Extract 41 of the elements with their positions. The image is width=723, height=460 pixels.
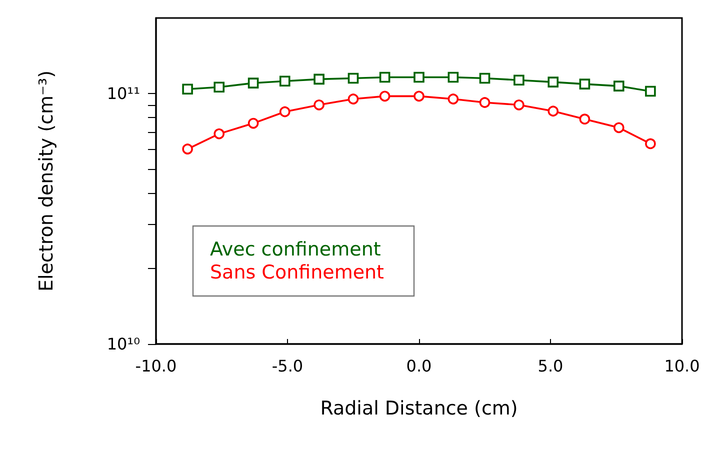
x-tick-label: 10.0 bbox=[664, 356, 700, 376]
x-tick-label: -5.0 bbox=[272, 356, 304, 376]
y-axis-title: Electron density (cm⁻³) bbox=[36, 70, 58, 292]
point bbox=[214, 82, 225, 92]
x-tick-label: 5.0 bbox=[538, 356, 564, 376]
point bbox=[248, 118, 259, 129]
point bbox=[182, 84, 193, 95]
point bbox=[279, 76, 290, 86]
text: Sans Confinement bbox=[210, 262, 384, 284]
point bbox=[448, 72, 459, 83]
x-tick-label: 0.0 bbox=[406, 356, 432, 376]
point bbox=[514, 74, 524, 86]
point bbox=[613, 122, 624, 134]
point bbox=[314, 74, 324, 85]
point bbox=[182, 144, 193, 154]
point bbox=[645, 86, 656, 97]
y-tick-label: 10¹¹ bbox=[106, 84, 140, 103]
point bbox=[479, 72, 490, 84]
point bbox=[579, 114, 590, 124]
point bbox=[314, 99, 324, 110]
point bbox=[548, 76, 559, 88]
point bbox=[548, 106, 559, 117]
y-tick-label: 10¹⁰ bbox=[106, 334, 140, 354]
point bbox=[448, 94, 459, 104]
point bbox=[514, 99, 524, 110]
x-axis-title: Radial Distance (cm) bbox=[320, 398, 518, 420]
point bbox=[348, 94, 359, 104]
point bbox=[379, 72, 390, 83]
point bbox=[414, 72, 424, 83]
x-tick-label: -10.0 bbox=[135, 356, 177, 376]
point bbox=[379, 90, 390, 102]
point bbox=[613, 80, 624, 92]
text: Avec confinement bbox=[210, 238, 381, 260]
point bbox=[645, 138, 656, 150]
point bbox=[279, 106, 290, 118]
point bbox=[414, 90, 424, 102]
point bbox=[248, 78, 259, 88]
point bbox=[214, 128, 225, 140]
point bbox=[479, 97, 490, 108]
point bbox=[579, 78, 590, 90]
point bbox=[348, 72, 359, 84]
